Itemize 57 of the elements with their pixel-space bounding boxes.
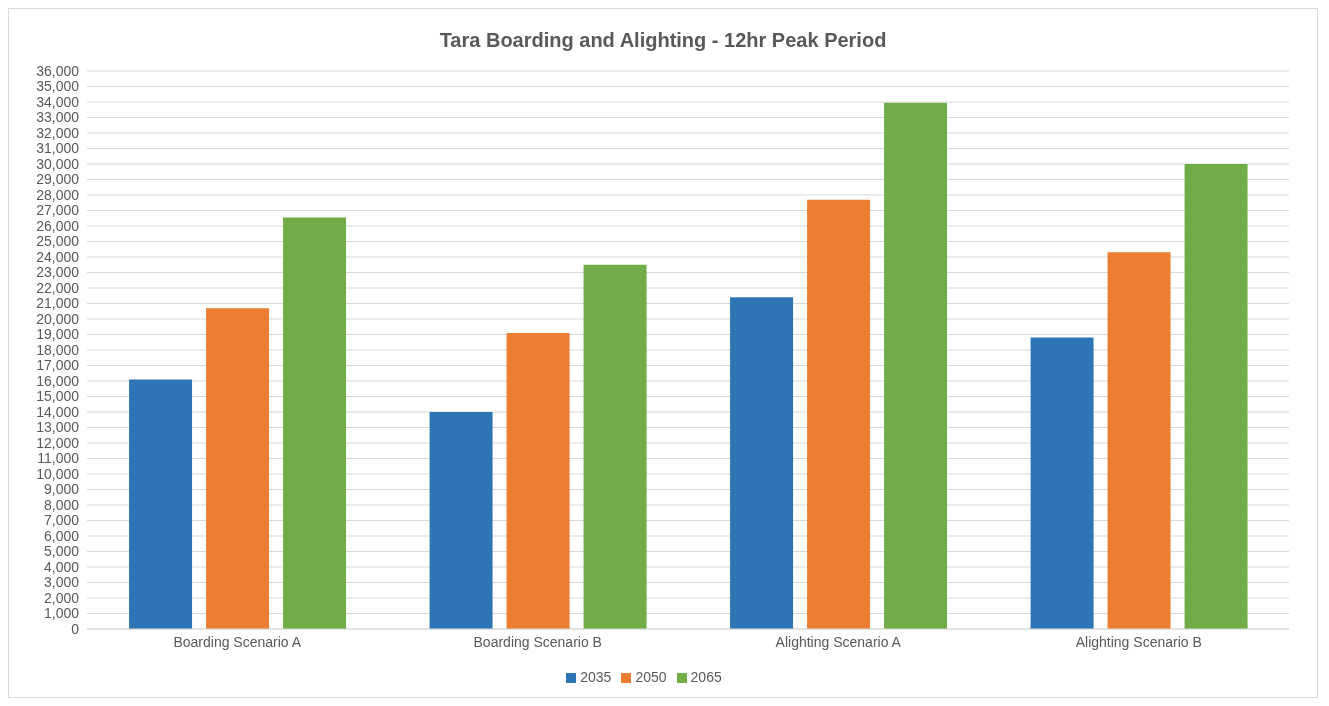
y-tick-label: 10,000 bbox=[36, 465, 80, 482]
bar bbox=[730, 297, 794, 629]
y-tick-label: 24,000 bbox=[36, 248, 80, 265]
bar bbox=[1030, 337, 1094, 629]
y-tick-label: 5,000 bbox=[43, 543, 80, 560]
y-tick-label: 7,000 bbox=[43, 512, 80, 529]
y-tick-label: 6,000 bbox=[43, 527, 80, 544]
y-tick-label: 17,000 bbox=[36, 357, 80, 374]
y-tick-label: 19,000 bbox=[36, 326, 80, 343]
x-tick-label: Alighting Scenario A bbox=[775, 633, 902, 650]
y-tick-label: 35,000 bbox=[36, 78, 80, 95]
bar bbox=[429, 412, 493, 629]
y-tick-label: 0 bbox=[71, 620, 80, 637]
y-tick-label: 29,000 bbox=[36, 171, 80, 188]
y-tick-label: 15,000 bbox=[36, 388, 80, 405]
x-tick-label: Boarding Scenario B bbox=[473, 633, 602, 650]
y-tick-label: 23,000 bbox=[36, 264, 80, 281]
bar bbox=[506, 332, 570, 629]
y-tick-label: 16,000 bbox=[36, 372, 80, 389]
y-tick-label: 11,000 bbox=[37, 450, 80, 467]
bar bbox=[884, 102, 948, 629]
y-tick-label: 27,000 bbox=[36, 202, 80, 219]
y-tick-label: 32,000 bbox=[36, 124, 80, 141]
bar bbox=[1107, 252, 1171, 629]
legend-label: 2035 bbox=[580, 669, 612, 685]
y-tick-label: 21,000 bbox=[36, 295, 80, 312]
y-tick-label: 25,000 bbox=[36, 233, 80, 250]
y-tick-label: 18,000 bbox=[36, 341, 80, 358]
bar bbox=[807, 199, 871, 629]
chart-title: Tara Boarding and Alighting - 12hr Peak Period bbox=[439, 29, 887, 51]
y-tick-label: 12,000 bbox=[36, 434, 80, 451]
y-tick-label: 9,000 bbox=[43, 481, 80, 498]
bar bbox=[583, 264, 647, 629]
y-tick-label: 13,000 bbox=[36, 419, 80, 436]
y-tick-label: 8,000 bbox=[43, 496, 80, 513]
y-tick-label: 36,000 bbox=[36, 62, 80, 79]
bar bbox=[1184, 164, 1248, 629]
bar bbox=[283, 217, 347, 629]
legend-label: 2065 bbox=[690, 669, 722, 685]
legend-label: 2050 bbox=[635, 669, 667, 685]
y-tick-label: 20,000 bbox=[36, 310, 80, 327]
y-tick-label: 26,000 bbox=[36, 217, 80, 234]
y-tick-label: 4,000 bbox=[43, 558, 80, 575]
y-tick-label: 30,000 bbox=[36, 155, 80, 172]
y-tick-label: 14,000 bbox=[36, 403, 80, 420]
y-tick-label: 34,000 bbox=[36, 93, 80, 110]
y-tick-label: 33,000 bbox=[36, 109, 80, 126]
y-tick-label: 3,000 bbox=[43, 574, 80, 591]
bar bbox=[129, 379, 193, 629]
y-tick-label: 28,000 bbox=[36, 186, 80, 203]
y-tick-label: 1,000 bbox=[43, 605, 80, 622]
bar bbox=[206, 308, 270, 629]
y-tick-label: 22,000 bbox=[36, 279, 80, 296]
x-tick-label: Boarding Scenario A bbox=[173, 633, 302, 650]
y-tick-label: 31,000 bbox=[36, 140, 80, 157]
x-tick-label: Alighting Scenario B bbox=[1075, 633, 1202, 650]
y-tick-label: 2,000 bbox=[43, 589, 80, 606]
